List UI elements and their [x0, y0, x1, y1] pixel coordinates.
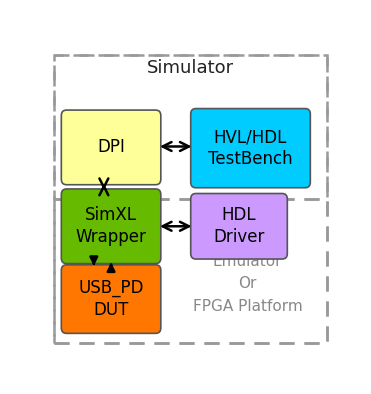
FancyBboxPatch shape: [61, 189, 161, 264]
Bar: [53, 199, 327, 343]
Text: USB_PD
DUT: USB_PD DUT: [78, 279, 144, 319]
Text: SimXL
Wrapper: SimXL Wrapper: [76, 206, 147, 246]
Text: DPI: DPI: [97, 138, 125, 156]
Text: HDL
Driver: HDL Driver: [213, 206, 265, 246]
FancyBboxPatch shape: [191, 109, 310, 188]
FancyBboxPatch shape: [191, 193, 287, 259]
Text: HVL/HDL
TestBench: HVL/HDL TestBench: [208, 128, 293, 168]
FancyBboxPatch shape: [61, 110, 161, 185]
Text: Simulator: Simulator: [147, 59, 234, 77]
Bar: [53, 55, 327, 199]
Text: Emulator
Or
FPGA Platform: Emulator Or FPGA Platform: [193, 254, 302, 314]
FancyBboxPatch shape: [61, 265, 161, 333]
